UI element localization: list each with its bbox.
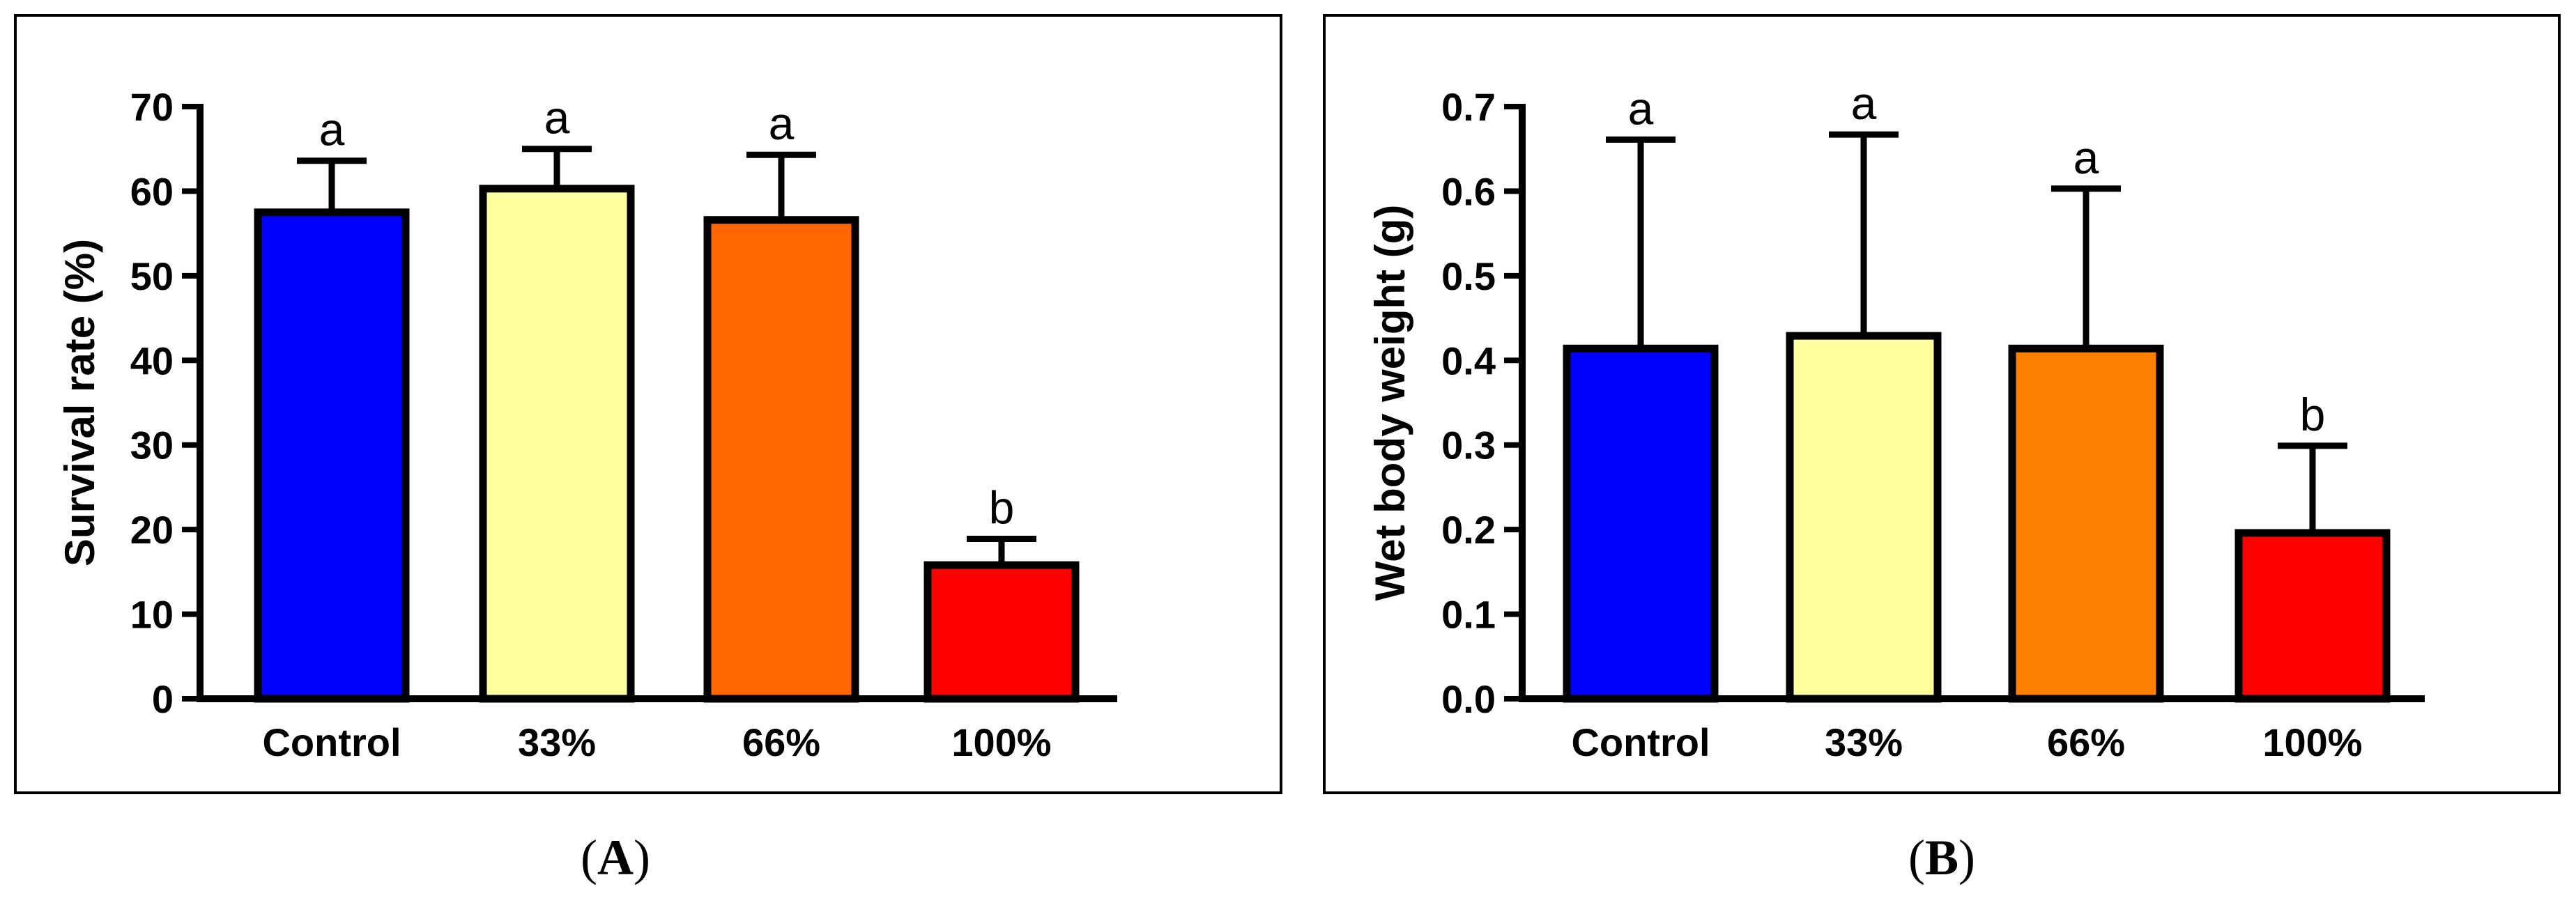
panel-label: (B) <box>1908 830 1975 885</box>
x-tick-label: 66% <box>2047 720 2125 764</box>
y-tick-label: 0.3 <box>1441 424 1496 467</box>
figure: a Control a 33% a 66% b 100% 0 10 20 30 40 50 60 70 Surv… <box>0 0 2576 898</box>
x-tick-label: Control <box>262 720 401 764</box>
bar-control <box>1567 348 1715 699</box>
y-tick-label: 0 <box>152 677 174 721</box>
y-tick-label: 0.0 <box>1441 677 1496 721</box>
chart-panel-b: a Control a 33% a 66% b 100% 0.0 0.1 0.2 0.3 0.4 0.5 0… <box>1324 15 2559 885</box>
panel-frame <box>15 15 1281 793</box>
x-tick-label: 33% <box>1825 720 1903 764</box>
bar-control <box>258 212 406 699</box>
y-tick-label: 0.1 <box>1441 593 1496 637</box>
significance-label: a <box>319 104 345 155</box>
x-tick-label: 66% <box>742 720 820 764</box>
x-tick-label: 100% <box>951 720 1051 764</box>
y-tick-label: 10 <box>130 593 174 637</box>
x-tick-label: 100% <box>2262 720 2362 764</box>
bar-100pct <box>2239 533 2386 699</box>
significance-label: b <box>989 482 1015 534</box>
x-tick-label: Control <box>1571 720 1710 764</box>
bar-100pct <box>928 565 1075 699</box>
y-tick-label: 0.7 <box>1441 85 1496 129</box>
y-tick-label: 30 <box>130 424 174 467</box>
y-tick-label: 0.5 <box>1441 254 1496 298</box>
chart-panel-a: a Control a 33% a 66% b 100% 0 10 20 30 40 50 60 70 Surv… <box>15 15 1281 885</box>
significance-label: a <box>1628 82 1654 134</box>
y-axis-title: Wet body weight (g) <box>1367 205 1413 601</box>
y-tick-label: 70 <box>130 85 174 129</box>
significance-label: a <box>1851 77 1877 129</box>
bar-66pct <box>2012 348 2160 699</box>
y-tick-label: 0.6 <box>1441 169 1496 213</box>
bar-33pct <box>483 189 631 699</box>
y-tick-label: 50 <box>130 254 174 298</box>
y-axis-title: Survival rate (%) <box>56 239 103 566</box>
bar-33pct <box>1790 336 1938 699</box>
x-tick-label: 33% <box>518 720 596 764</box>
significance-label: b <box>2300 389 2326 440</box>
y-tick-label: 0.4 <box>1441 339 1496 382</box>
panel-label: (A) <box>581 830 650 885</box>
y-tick-label: 20 <box>130 508 174 552</box>
bar-66pct <box>707 220 855 699</box>
significance-label: a <box>769 98 795 149</box>
y-tick-label: 40 <box>130 339 174 382</box>
y-tick-label: 60 <box>130 169 174 213</box>
y-tick-label: 0.2 <box>1441 508 1496 552</box>
significance-label: a <box>2073 132 2099 183</box>
significance-label: a <box>544 92 570 144</box>
